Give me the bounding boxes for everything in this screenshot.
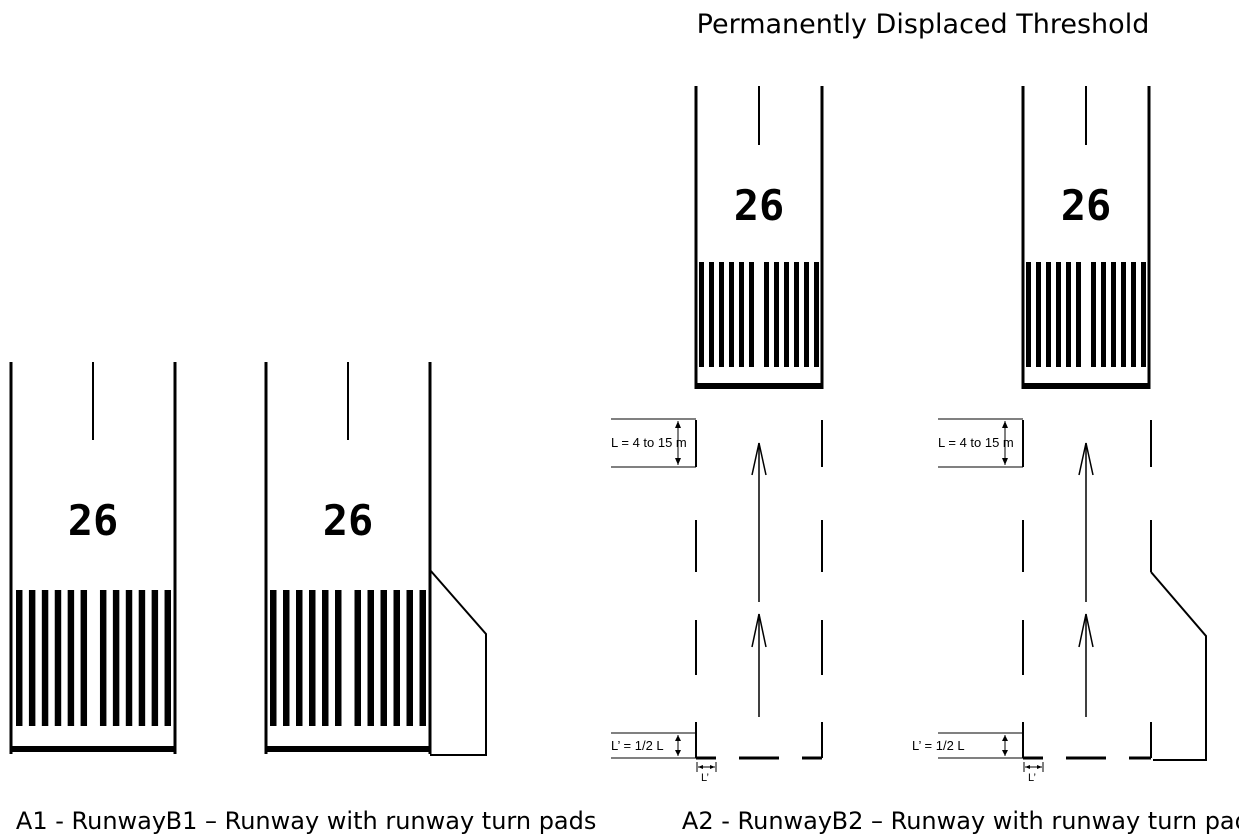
threshold-stripe [151, 590, 159, 726]
runway-b1-designation: 26 [323, 496, 374, 545]
runway-b2-designation: 26 [1061, 181, 1112, 230]
threshold-stripe [406, 590, 413, 726]
threshold-stripe [393, 590, 400, 726]
caption-a2: A2 - Runway [682, 807, 832, 835]
threshold-stripe [67, 590, 75, 726]
threshold-stripe [709, 262, 714, 367]
threshold-stripe [380, 590, 387, 726]
arrow-lower-head [751, 613, 767, 648]
threshold-stripe [283, 590, 290, 726]
runway-b2-threshold-bars [1026, 262, 1146, 367]
l-prime-dimension-label: L’ = 1/2 L [611, 738, 664, 753]
caption-b1: B1 – Runway with runway turn pads [166, 807, 597, 835]
threshold-stripe [804, 262, 809, 367]
threshold-stripe [54, 590, 62, 726]
runway-a2: 26 [611, 86, 824, 784]
threshold-stripe [309, 590, 316, 726]
threshold-stripe [125, 590, 133, 726]
runway-b1-threshold-bars [270, 590, 426, 726]
runway-a2-threshold-bar [696, 383, 822, 389]
diagram-title: Permanently Displaced Threshold [697, 9, 1150, 40]
runway-a1-threshold-bars [16, 590, 171, 726]
threshold-stripe [164, 590, 171, 726]
l-dimension-label: L = 4 to 15 m [611, 435, 687, 450]
threshold-stripe [354, 590, 361, 726]
runway-a2-threshold-bars [699, 262, 819, 367]
l-prime-dimension-label: L’ = 1/2 L [912, 738, 965, 753]
threshold-stripe [1026, 262, 1031, 367]
runway-b1: 26 [264, 362, 487, 756]
threshold-stripe [80, 590, 88, 726]
l-dimension-label: L = 4 to 15 m [938, 435, 1014, 450]
runway-b2-displaced-edges [1022, 420, 1152, 758]
runway-a2-l-dimension: L = 4 to 15 m [611, 418, 696, 468]
threshold-stripe [1131, 262, 1136, 367]
threshold-stripe [99, 590, 107, 726]
threshold-stripe [28, 590, 36, 726]
runway-a2-arrows [751, 442, 767, 717]
threshold-stripe [1111, 262, 1116, 367]
runway-b2: 26 L [912, 86, 1207, 784]
runway-b1-turn-pad [429, 569, 487, 756]
threshold-stripe [138, 590, 146, 726]
threshold-stripe [1101, 262, 1106, 367]
threshold-stripe [814, 262, 819, 367]
caption-b2: B2 – Runway with runway turn pads [832, 807, 1239, 835]
threshold-stripe [1091, 262, 1096, 367]
runway-b1-threshold-bar [266, 746, 430, 752]
threshold-stripe [1066, 262, 1071, 367]
arrow-upper-head [751, 442, 767, 476]
runway-a2-displaced-edges [695, 420, 823, 758]
threshold-stripe [41, 590, 49, 726]
l-prime-short-label: L’ [1028, 772, 1036, 784]
caption-a1: A1 - Runway [16, 807, 166, 835]
arrow-lower-head [1078, 613, 1094, 648]
threshold-stripe [739, 262, 744, 367]
threshold-stripe [112, 590, 120, 726]
threshold-stripe [1056, 262, 1061, 367]
runway-b2-threshold-bar [1023, 383, 1149, 389]
runway-b2-arrows [1078, 442, 1094, 717]
threshold-stripe [367, 590, 374, 726]
threshold-stripe [774, 262, 779, 367]
threshold-stripe [1046, 262, 1051, 367]
threshold-stripe [719, 262, 724, 367]
runway-a1-threshold-bar [11, 746, 175, 752]
runway-a1-designation: 26 [68, 496, 119, 545]
runway-b2-turn-pad [1150, 571, 1207, 761]
threshold-stripe [16, 590, 23, 726]
l-prime-short-label: L’ [701, 772, 709, 784]
threshold-stripe [1121, 262, 1126, 367]
threshold-stripe [794, 262, 799, 367]
runway-a2-l-prime-dimension: L’ = 1/2 L L’ [611, 732, 717, 784]
threshold-stripe [699, 262, 704, 367]
threshold-stripe [1076, 262, 1081, 367]
threshold-stripe [749, 262, 754, 367]
runway-b2-l-dimension: L = 4 to 15 m [938, 418, 1023, 468]
runway-b2-l-prime-dimension: L’ = 1/2 L L’ [912, 732, 1044, 784]
threshold-stripe [1141, 262, 1146, 367]
threshold-stripe [784, 262, 789, 367]
arrow-upper-head [1078, 442, 1094, 476]
runway-a1: 26 [9, 362, 177, 754]
threshold-stripe [296, 590, 303, 726]
runway-a2-designation: 26 [734, 181, 785, 230]
threshold-stripe [270, 590, 277, 726]
threshold-stripe [764, 262, 769, 367]
threshold-stripe [1036, 262, 1041, 367]
threshold-stripe [322, 590, 329, 726]
threshold-stripe [335, 590, 342, 726]
threshold-stripe [419, 590, 426, 726]
threshold-stripe [729, 262, 734, 367]
